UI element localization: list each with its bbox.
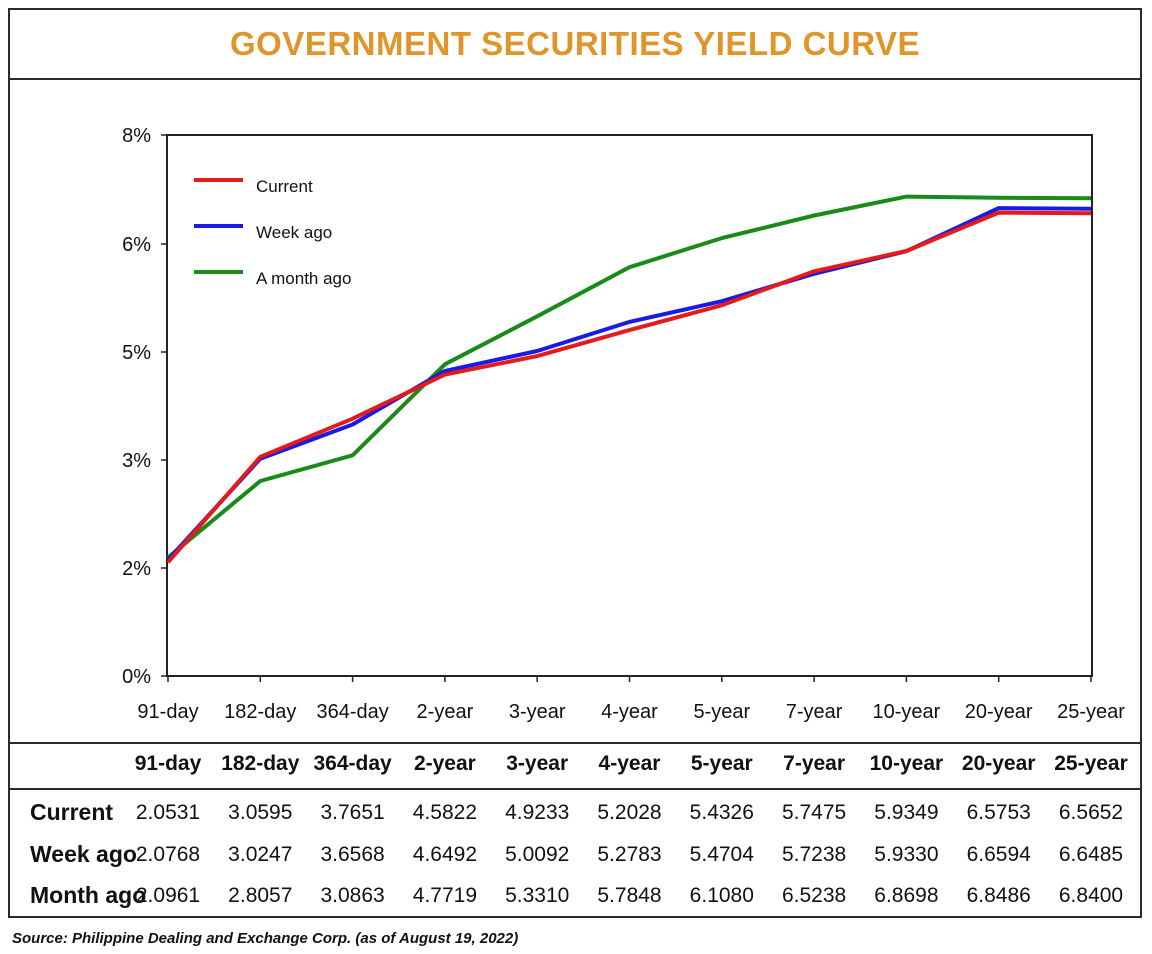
table-cell: 6.8698	[874, 884, 939, 907]
table-cell: 3.0863	[320, 884, 385, 907]
table-cell: 5.9349	[874, 801, 939, 824]
table-cell: 5.2028	[597, 801, 662, 824]
table-cell: 2.0961	[135, 884, 201, 907]
table-column-header: 91-day	[134, 752, 202, 775]
table-cell: 4.5822	[412, 801, 478, 824]
x-tick-label: 364-day	[316, 701, 388, 723]
table-cell: 6.5753	[966, 801, 1031, 824]
x-tick-label: 5-year	[693, 701, 750, 723]
table-column-header: 2-year	[413, 752, 476, 775]
table-cell: 3.6568	[320, 843, 385, 866]
table-cell: 6.5652	[1058, 801, 1124, 824]
x-tick-label: 182-day	[224, 701, 296, 723]
table-column-header: 3-year	[506, 752, 569, 775]
table-cell: 2.8057	[228, 884, 293, 907]
x-tick-label: 4-year	[601, 701, 658, 723]
chart-frame: GOVERNMENT SECURITIES YIELD CURVE	[8, 8, 1142, 918]
y-tick-label: 2%	[122, 558, 151, 580]
y-tick-label: 3%	[122, 450, 151, 472]
table-cell: 2.0531	[135, 801, 201, 824]
table-column-header: 5-year	[690, 752, 753, 775]
table-cell: 5.7475	[781, 801, 847, 824]
y-tick-label: 5%	[122, 342, 151, 364]
plot-area	[166, 134, 1093, 677]
table-column-header: 10-year	[869, 752, 944, 775]
table-cell: 4.9233	[505, 801, 570, 824]
table-top-rule	[10, 742, 1140, 744]
x-tick-label: 25-year	[1057, 701, 1125, 723]
table-cell: 5.4326	[689, 801, 754, 824]
table-cell: 5.4704	[689, 843, 754, 866]
x-tick-label: 2-year	[417, 701, 474, 723]
y-tick-label: 0%	[122, 666, 151, 688]
table-row-label: Current	[30, 799, 114, 825]
table-cell: 6.6485	[1058, 843, 1124, 866]
legend-label: A month ago	[256, 269, 351, 288]
x-tick-label: 20-year	[965, 701, 1033, 723]
title-bar: GOVERNMENT SECURITIES YIELD CURVE	[10, 10, 1140, 80]
table-cell: 5.7848	[597, 884, 662, 907]
table-cell: 4.7719	[412, 884, 478, 907]
series-line-current	[166, 210, 1092, 564]
table-cell: 6.5238	[781, 884, 847, 907]
table-cell: 3.0247	[228, 843, 293, 866]
x-tick-label: 10-year	[872, 701, 940, 723]
table-cell: 6.1080	[689, 884, 754, 907]
y-tick-label: 6%	[122, 234, 151, 256]
x-tick-label: 91-day	[137, 701, 198, 723]
table-row-label: Week ago	[30, 841, 137, 867]
legend-label: Week ago	[256, 223, 332, 242]
table-column-header: 7-year	[783, 752, 846, 775]
table-column-header: 20-year	[961, 752, 1036, 775]
series-line-a-month-ago	[166, 194, 1092, 560]
table-cell: 5.7238	[781, 843, 847, 866]
x-tick-label: 3-year	[509, 701, 566, 723]
table-cell: 5.2783	[597, 843, 662, 866]
table-cell: 2.0768	[135, 843, 201, 866]
table-cell: 3.7651	[320, 801, 385, 824]
table-column-header: 25-year	[1054, 752, 1128, 775]
yield-curve-chart: 0% 2% 3% 5% 6% 8% 91-day 182-day 364-day 2-year 3-…	[122, 125, 1125, 723]
table-column-header: 182-day	[221, 752, 300, 775]
table-cell: 6.8400	[1058, 884, 1124, 907]
table-column-header: 364-day	[313, 752, 392, 775]
table-cell: 6.8486	[966, 884, 1031, 907]
chart-title: GOVERNMENT SECURITIES YIELD CURVE	[229, 25, 921, 62]
table-header-rule	[10, 788, 1140, 790]
source-note: Source: Philippine Dealing and Exchange …	[12, 930, 519, 947]
table-cell: 5.0092	[505, 843, 570, 866]
table-cell: 3.0595	[228, 801, 293, 824]
table-column-header: 4-year	[598, 752, 661, 775]
y-tick-label: 8%	[122, 125, 151, 147]
series-line-week-ago	[166, 206, 1092, 562]
x-tick-label: 7-year	[786, 701, 843, 723]
table-cell: 6.6594	[966, 843, 1031, 866]
legend-label: Current	[256, 177, 313, 196]
table-cell: 4.6492	[412, 843, 478, 866]
table-cell: 5.3310	[505, 884, 570, 907]
table-row-label: Month ago	[30, 882, 147, 908]
table-cell: 5.9330	[874, 843, 939, 866]
